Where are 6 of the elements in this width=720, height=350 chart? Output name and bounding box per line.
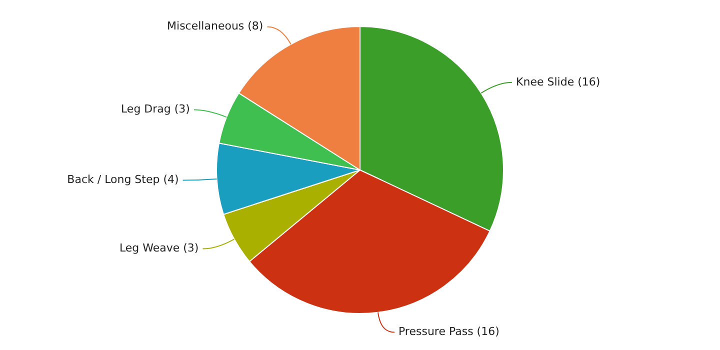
slice-label: Knee Slide (16): [516, 75, 600, 88]
slice-label: Back / Long Step (4): [67, 173, 179, 186]
slice-label: Leg Drag (3): [120, 102, 190, 116]
slice-label: Miscellaneous (8): [167, 20, 264, 33]
slice-label: Leg Weave (3): [119, 242, 199, 255]
slice-label: Pressure Pass (16): [398, 325, 500, 338]
